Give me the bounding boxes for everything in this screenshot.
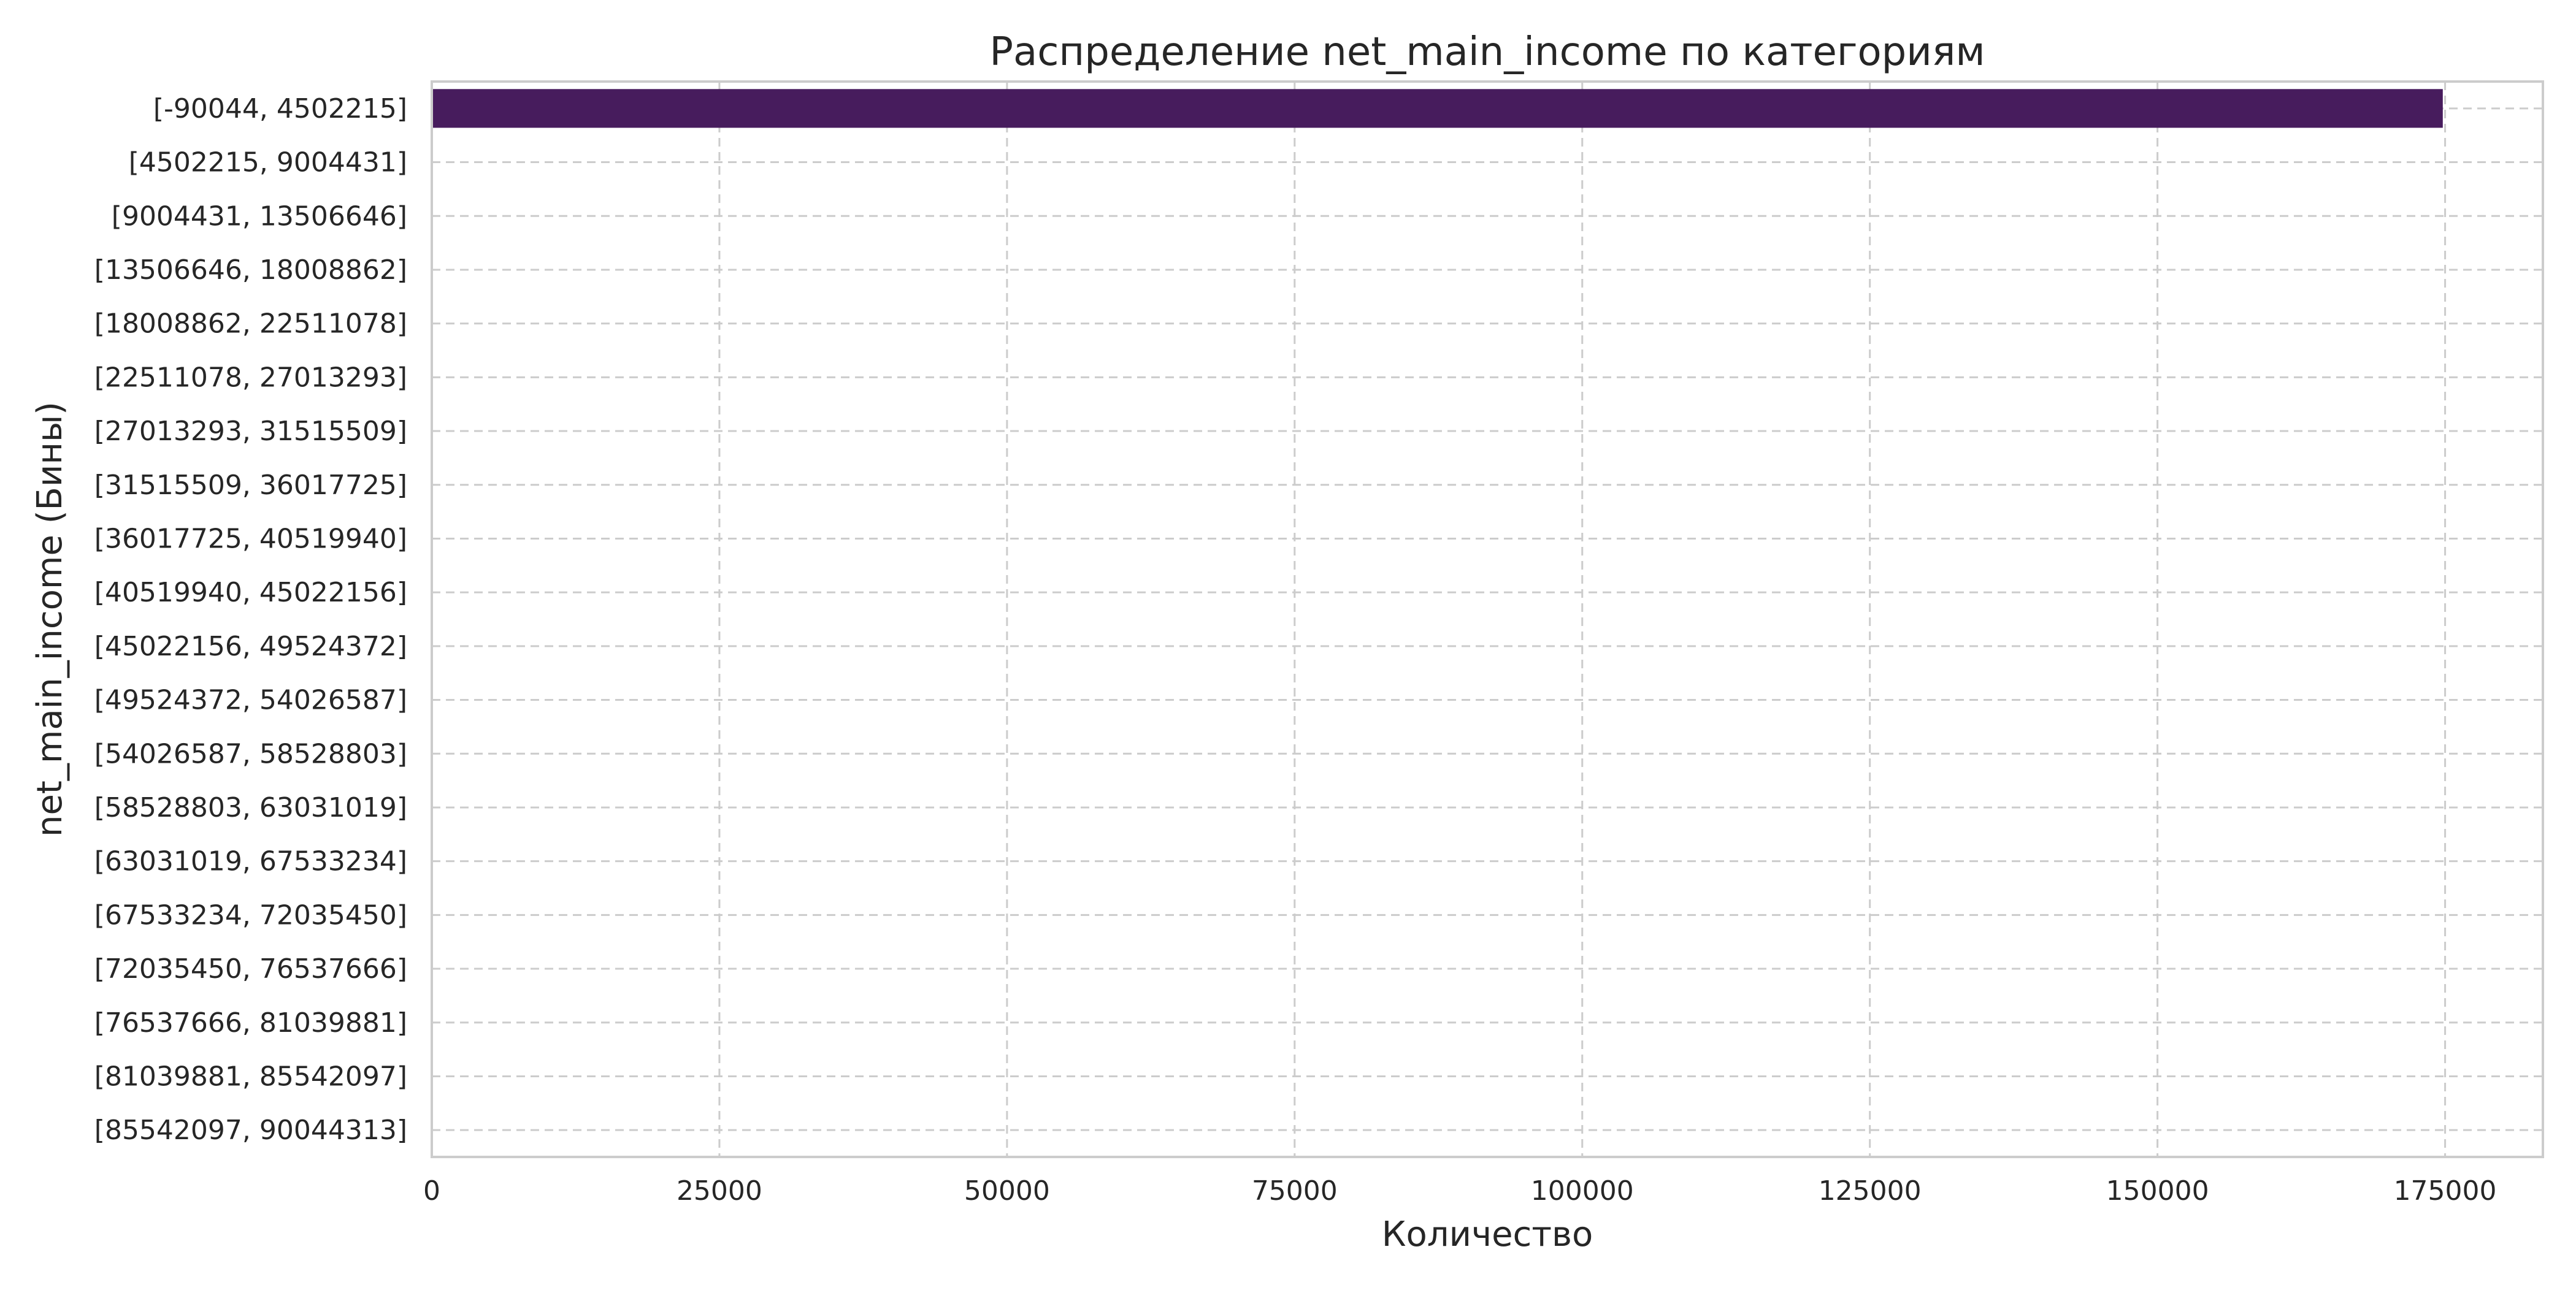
y-axis-ticks: [-90044, 4502215] [4502215, 9004431] [9004…: [94, 93, 407, 1146]
y-tick-label: [4502215, 9004431]: [129, 147, 407, 178]
y-tick-label: [9004431, 13506646]: [112, 200, 407, 232]
y-tick-label: [76537666, 81039881]: [94, 1007, 407, 1039]
y-tick-label: [27013293, 31515509]: [94, 416, 407, 447]
y-tick-label: [63031019, 67533234]: [94, 846, 407, 877]
y-tick-label: [58528803, 63031019]: [94, 792, 407, 823]
y-tick-label: [72035450, 76537666]: [94, 953, 407, 985]
y-tick-label: [36017725, 40519940]: [94, 523, 407, 554]
y-tick-label: [67533234, 72035450]: [94, 899, 407, 931]
x-tick-label: 50000: [964, 1175, 1050, 1207]
y-tick-label: [13506646, 18008862]: [94, 254, 407, 286]
plot-frame: [431, 80, 2544, 1158]
x-tick-label: 100000: [1531, 1175, 1634, 1207]
y-tick-label: [22511078, 27013293]: [94, 362, 407, 393]
chart-title: Распределение net_main_income по категор…: [989, 29, 1985, 75]
x-tick-label: 150000: [2106, 1175, 2209, 1207]
y-tick-label: [81039881, 85542097]: [94, 1061, 407, 1092]
y-tick-label: [18008862, 22511078]: [94, 308, 407, 340]
y-tick-label: [85542097, 90044313]: [94, 1115, 407, 1146]
x-tick-label: 25000: [677, 1175, 762, 1207]
x-axis-label: Количество: [1382, 1215, 1593, 1254]
y-tick-label: [49524372, 54026587]: [94, 685, 407, 716]
x-tick-label: 125000: [1819, 1175, 1922, 1207]
bar: [432, 89, 2443, 128]
y-tick-label: [-90044, 4502215]: [153, 93, 407, 124]
y-tick-label: [40519940, 45022156]: [94, 577, 407, 608]
x-axis-ticks: 0 25000 50000 75000 100000 125000 150000 175000: [423, 1175, 2497, 1207]
y-axis-label: net_main_income (Бины): [30, 402, 70, 837]
x-tick-label: 0: [423, 1175, 440, 1207]
bars: [432, 89, 2443, 128]
grid: [431, 82, 2543, 1157]
y-tick-label: [31515509, 36017725]: [94, 470, 407, 501]
x-tick-label: 175000: [2394, 1175, 2497, 1207]
y-tick-label: [45022156, 49524372]: [94, 631, 407, 662]
x-tick-label: 75000: [1252, 1175, 1338, 1207]
y-tick-label: [54026587, 58528803]: [94, 738, 407, 769]
